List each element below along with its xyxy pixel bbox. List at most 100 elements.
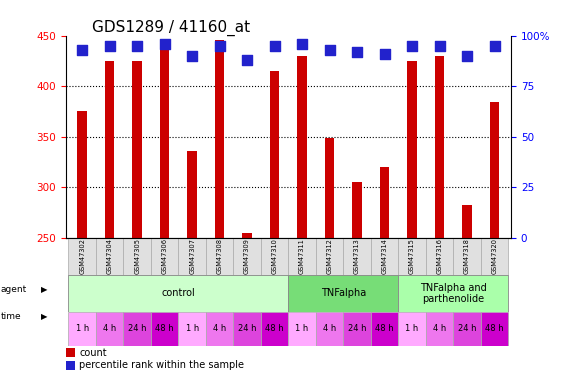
Text: GSM47315: GSM47315 [409, 238, 415, 274]
Bar [288, 312, 316, 346]
Bar [234, 312, 261, 346]
Text: 48 h: 48 h [266, 324, 284, 333]
Text: 24 h: 24 h [458, 324, 476, 333]
Text: count: count [79, 348, 107, 357]
Text: 1 h: 1 h [186, 324, 199, 333]
Text: 48 h: 48 h [375, 324, 394, 333]
Text: GSM47305: GSM47305 [134, 238, 140, 274]
Bar [261, 238, 288, 275]
Text: GSM47310: GSM47310 [272, 238, 278, 274]
Point [463, 53, 472, 59]
Point [132, 43, 142, 49]
Text: percentile rank within the sample: percentile rank within the sample [79, 360, 244, 370]
Bar [288, 275, 399, 312]
Bar [69, 238, 96, 275]
Point [187, 53, 196, 59]
Bar [215, 40, 224, 238]
Text: 4 h: 4 h [323, 324, 336, 333]
Bar [435, 56, 444, 238]
Text: 4 h: 4 h [103, 324, 116, 333]
Point [490, 43, 499, 49]
Point [160, 41, 169, 47]
Bar [96, 312, 123, 346]
Text: control: control [162, 288, 195, 298]
Bar [123, 312, 151, 346]
Bar [261, 312, 288, 346]
Point [270, 43, 279, 49]
Text: GSM47311: GSM47311 [299, 238, 305, 274]
Text: 24 h: 24 h [348, 324, 367, 333]
Bar [123, 238, 151, 275]
Text: 48 h: 48 h [155, 324, 174, 333]
Text: ▶: ▶ [41, 312, 47, 321]
Point [408, 43, 417, 49]
Bar [66, 348, 75, 357]
Text: TNFalpha: TNFalpha [321, 288, 366, 298]
Bar [325, 138, 335, 238]
Bar [151, 238, 178, 275]
Bar [151, 312, 178, 346]
Text: 4 h: 4 h [213, 324, 226, 333]
Text: 24 h: 24 h [238, 324, 256, 333]
Point [215, 43, 224, 49]
Bar [297, 56, 307, 238]
Bar [399, 238, 426, 275]
Point [325, 47, 334, 53]
Bar [288, 238, 316, 275]
Text: GSM47313: GSM47313 [354, 238, 360, 274]
Bar [371, 238, 399, 275]
Text: time: time [1, 312, 21, 321]
Bar [132, 61, 142, 238]
Text: 48 h: 48 h [485, 324, 504, 333]
Bar [77, 111, 87, 238]
Bar [316, 312, 343, 346]
Bar [426, 238, 453, 275]
Point [352, 49, 361, 55]
Bar [453, 238, 481, 275]
Text: GSM47320: GSM47320 [492, 238, 497, 274]
Bar [426, 312, 453, 346]
Text: GSM47309: GSM47309 [244, 238, 250, 274]
Bar [69, 312, 96, 346]
Text: GSM47316: GSM47316 [437, 238, 443, 274]
Bar [206, 312, 234, 346]
Bar [187, 151, 197, 238]
Bar [234, 238, 261, 275]
Text: ▶: ▶ [41, 285, 47, 294]
Bar [343, 238, 371, 275]
Text: 24 h: 24 h [128, 324, 146, 333]
Bar [352, 182, 362, 238]
Bar [407, 61, 417, 238]
Bar [160, 40, 170, 238]
Bar [463, 206, 472, 238]
Bar [481, 312, 508, 346]
Text: GSM47312: GSM47312 [327, 238, 332, 274]
Bar [242, 233, 252, 238]
Text: 1 h: 1 h [405, 324, 419, 333]
Text: 1 h: 1 h [75, 324, 89, 333]
Bar [371, 312, 399, 346]
Bar [105, 61, 114, 238]
Bar [69, 275, 288, 312]
Point [78, 47, 87, 53]
Point [297, 41, 307, 47]
Bar [178, 312, 206, 346]
Text: GSM47308: GSM47308 [216, 238, 223, 274]
Text: GSM47302: GSM47302 [79, 238, 85, 274]
Point [435, 43, 444, 49]
Bar [343, 312, 371, 346]
Bar [270, 71, 279, 238]
Bar [490, 102, 500, 238]
Text: GSM47307: GSM47307 [189, 238, 195, 274]
Bar [178, 238, 206, 275]
Text: GSM47318: GSM47318 [464, 238, 470, 274]
Text: GSM47306: GSM47306 [162, 238, 168, 274]
Bar [481, 238, 508, 275]
Bar [380, 167, 389, 238]
Bar [399, 312, 426, 346]
Bar [96, 238, 123, 275]
Point [380, 51, 389, 57]
Text: TNFalpha and
parthenolide: TNFalpha and parthenolide [420, 283, 486, 304]
Text: GDS1289 / 41160_at: GDS1289 / 41160_at [93, 20, 251, 36]
Bar [206, 238, 234, 275]
